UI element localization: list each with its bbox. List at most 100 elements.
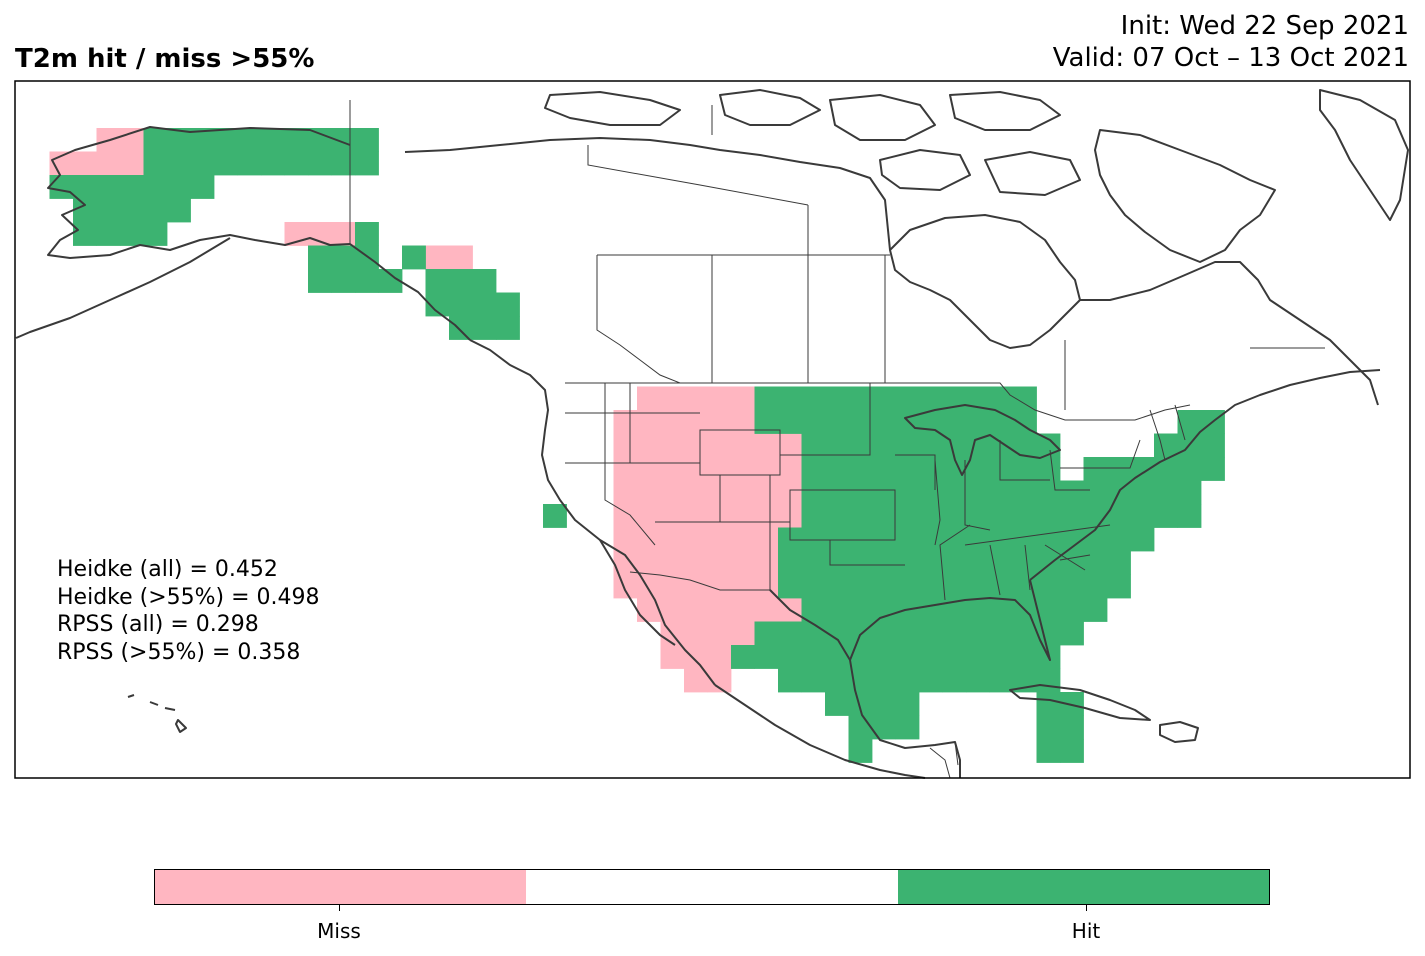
miss-cell xyxy=(637,386,661,411)
hit-cell xyxy=(261,128,285,152)
hit-cell xyxy=(825,410,849,434)
hit-cell xyxy=(942,621,967,646)
miss-cell xyxy=(731,386,755,411)
hit-cell xyxy=(120,222,144,246)
hit-cell xyxy=(1083,457,1108,481)
miss-cell xyxy=(684,574,708,599)
great-lakes xyxy=(904,404,1061,476)
hit-cell xyxy=(355,151,379,176)
hit-cell xyxy=(872,574,896,599)
hit-cell xyxy=(848,504,873,528)
hit-cell xyxy=(331,245,356,270)
miss-cell xyxy=(684,457,708,481)
miss-cell xyxy=(707,574,732,599)
hit-cell xyxy=(1060,504,1084,528)
hit-cell xyxy=(848,598,873,622)
hit-cell xyxy=(942,480,967,505)
hit-cell xyxy=(449,292,473,317)
hit-cell xyxy=(1083,551,1108,575)
hit-cell xyxy=(1013,527,1037,552)
hit-cell xyxy=(872,457,896,481)
hit-cell xyxy=(1177,457,1202,481)
hit-cell xyxy=(895,715,920,740)
hit-cell xyxy=(801,457,826,481)
arctic-island-5 xyxy=(879,149,971,191)
hit-cell xyxy=(778,386,802,411)
hit-cell xyxy=(1036,715,1061,740)
hit-cell xyxy=(872,598,896,622)
hit-cell xyxy=(1177,480,1202,505)
miss-cell xyxy=(613,504,638,528)
hit-cell xyxy=(731,645,755,669)
hit-cell xyxy=(966,457,990,481)
hit-cell xyxy=(308,245,332,270)
us-mexico-border xyxy=(629,571,770,591)
miss-cell xyxy=(660,574,685,599)
colorbar-tick-hit xyxy=(1086,905,1087,911)
miss-cell xyxy=(684,480,708,505)
hit-cell xyxy=(895,527,920,552)
hit-cell xyxy=(825,645,849,669)
hit-cell xyxy=(1130,527,1155,552)
hit-cell xyxy=(143,128,168,152)
hit-cell xyxy=(1107,574,1131,599)
hit-cell xyxy=(378,269,403,293)
hit-cell xyxy=(120,198,144,223)
miss-cell xyxy=(637,457,661,481)
miss-cell xyxy=(731,551,755,575)
hit-cell xyxy=(73,222,97,246)
hit-cell xyxy=(143,175,168,199)
miss-cell xyxy=(331,222,356,246)
hit-cell xyxy=(872,551,896,575)
hit-cell xyxy=(1013,551,1037,575)
alaska-coast xyxy=(47,126,351,259)
miss-cell xyxy=(778,457,802,481)
miss-cell xyxy=(731,527,755,552)
miss-cell xyxy=(637,551,661,575)
hit-cell xyxy=(1130,480,1155,505)
hit-cell xyxy=(1060,739,1084,763)
hit-cell xyxy=(989,645,1014,669)
hit-cell xyxy=(919,668,943,693)
hit-cell xyxy=(1130,504,1155,528)
miss-cell xyxy=(684,598,708,622)
hit-cell xyxy=(895,480,920,505)
init-date: Init: Wed 22 Sep 2021 xyxy=(1120,11,1409,41)
miss-cell xyxy=(637,480,661,505)
hit-cell xyxy=(754,386,779,411)
hit-cell xyxy=(1083,527,1108,552)
hit-cell xyxy=(284,151,309,176)
hit-cell xyxy=(1154,504,1178,528)
hit-cell xyxy=(1013,457,1037,481)
hit-cell xyxy=(496,292,520,317)
miss-cell xyxy=(637,527,661,552)
canada-province-borders xyxy=(587,105,1325,410)
miss-cell xyxy=(120,151,144,176)
hit-cell xyxy=(355,222,379,246)
miss-cell xyxy=(637,574,661,599)
hit-cell xyxy=(778,668,802,693)
hit-cell xyxy=(801,551,826,575)
alaska-panhandle xyxy=(349,243,471,341)
baffin-island xyxy=(1094,129,1276,263)
miss-cell xyxy=(637,504,661,528)
hit-cell xyxy=(801,386,826,411)
hit-cell xyxy=(895,457,920,481)
hit-cell xyxy=(825,668,849,693)
hit-cell xyxy=(801,598,826,622)
score-heidke-all: Heidke (all) = 0.452 xyxy=(57,557,278,582)
miss-cell xyxy=(731,410,755,434)
coastlines xyxy=(15,89,1409,779)
hit-cell xyxy=(872,645,896,669)
hit-cell xyxy=(848,433,873,458)
miss-cell xyxy=(613,433,638,458)
labrador-coast xyxy=(1080,261,1379,406)
hit-cell xyxy=(1060,527,1084,552)
miss-cell xyxy=(613,527,638,552)
mexico-pacific-coast xyxy=(714,684,926,779)
hit-cell xyxy=(966,645,990,669)
miss-cell xyxy=(707,551,732,575)
hit-cell xyxy=(143,198,168,223)
hit-cell xyxy=(778,410,802,434)
